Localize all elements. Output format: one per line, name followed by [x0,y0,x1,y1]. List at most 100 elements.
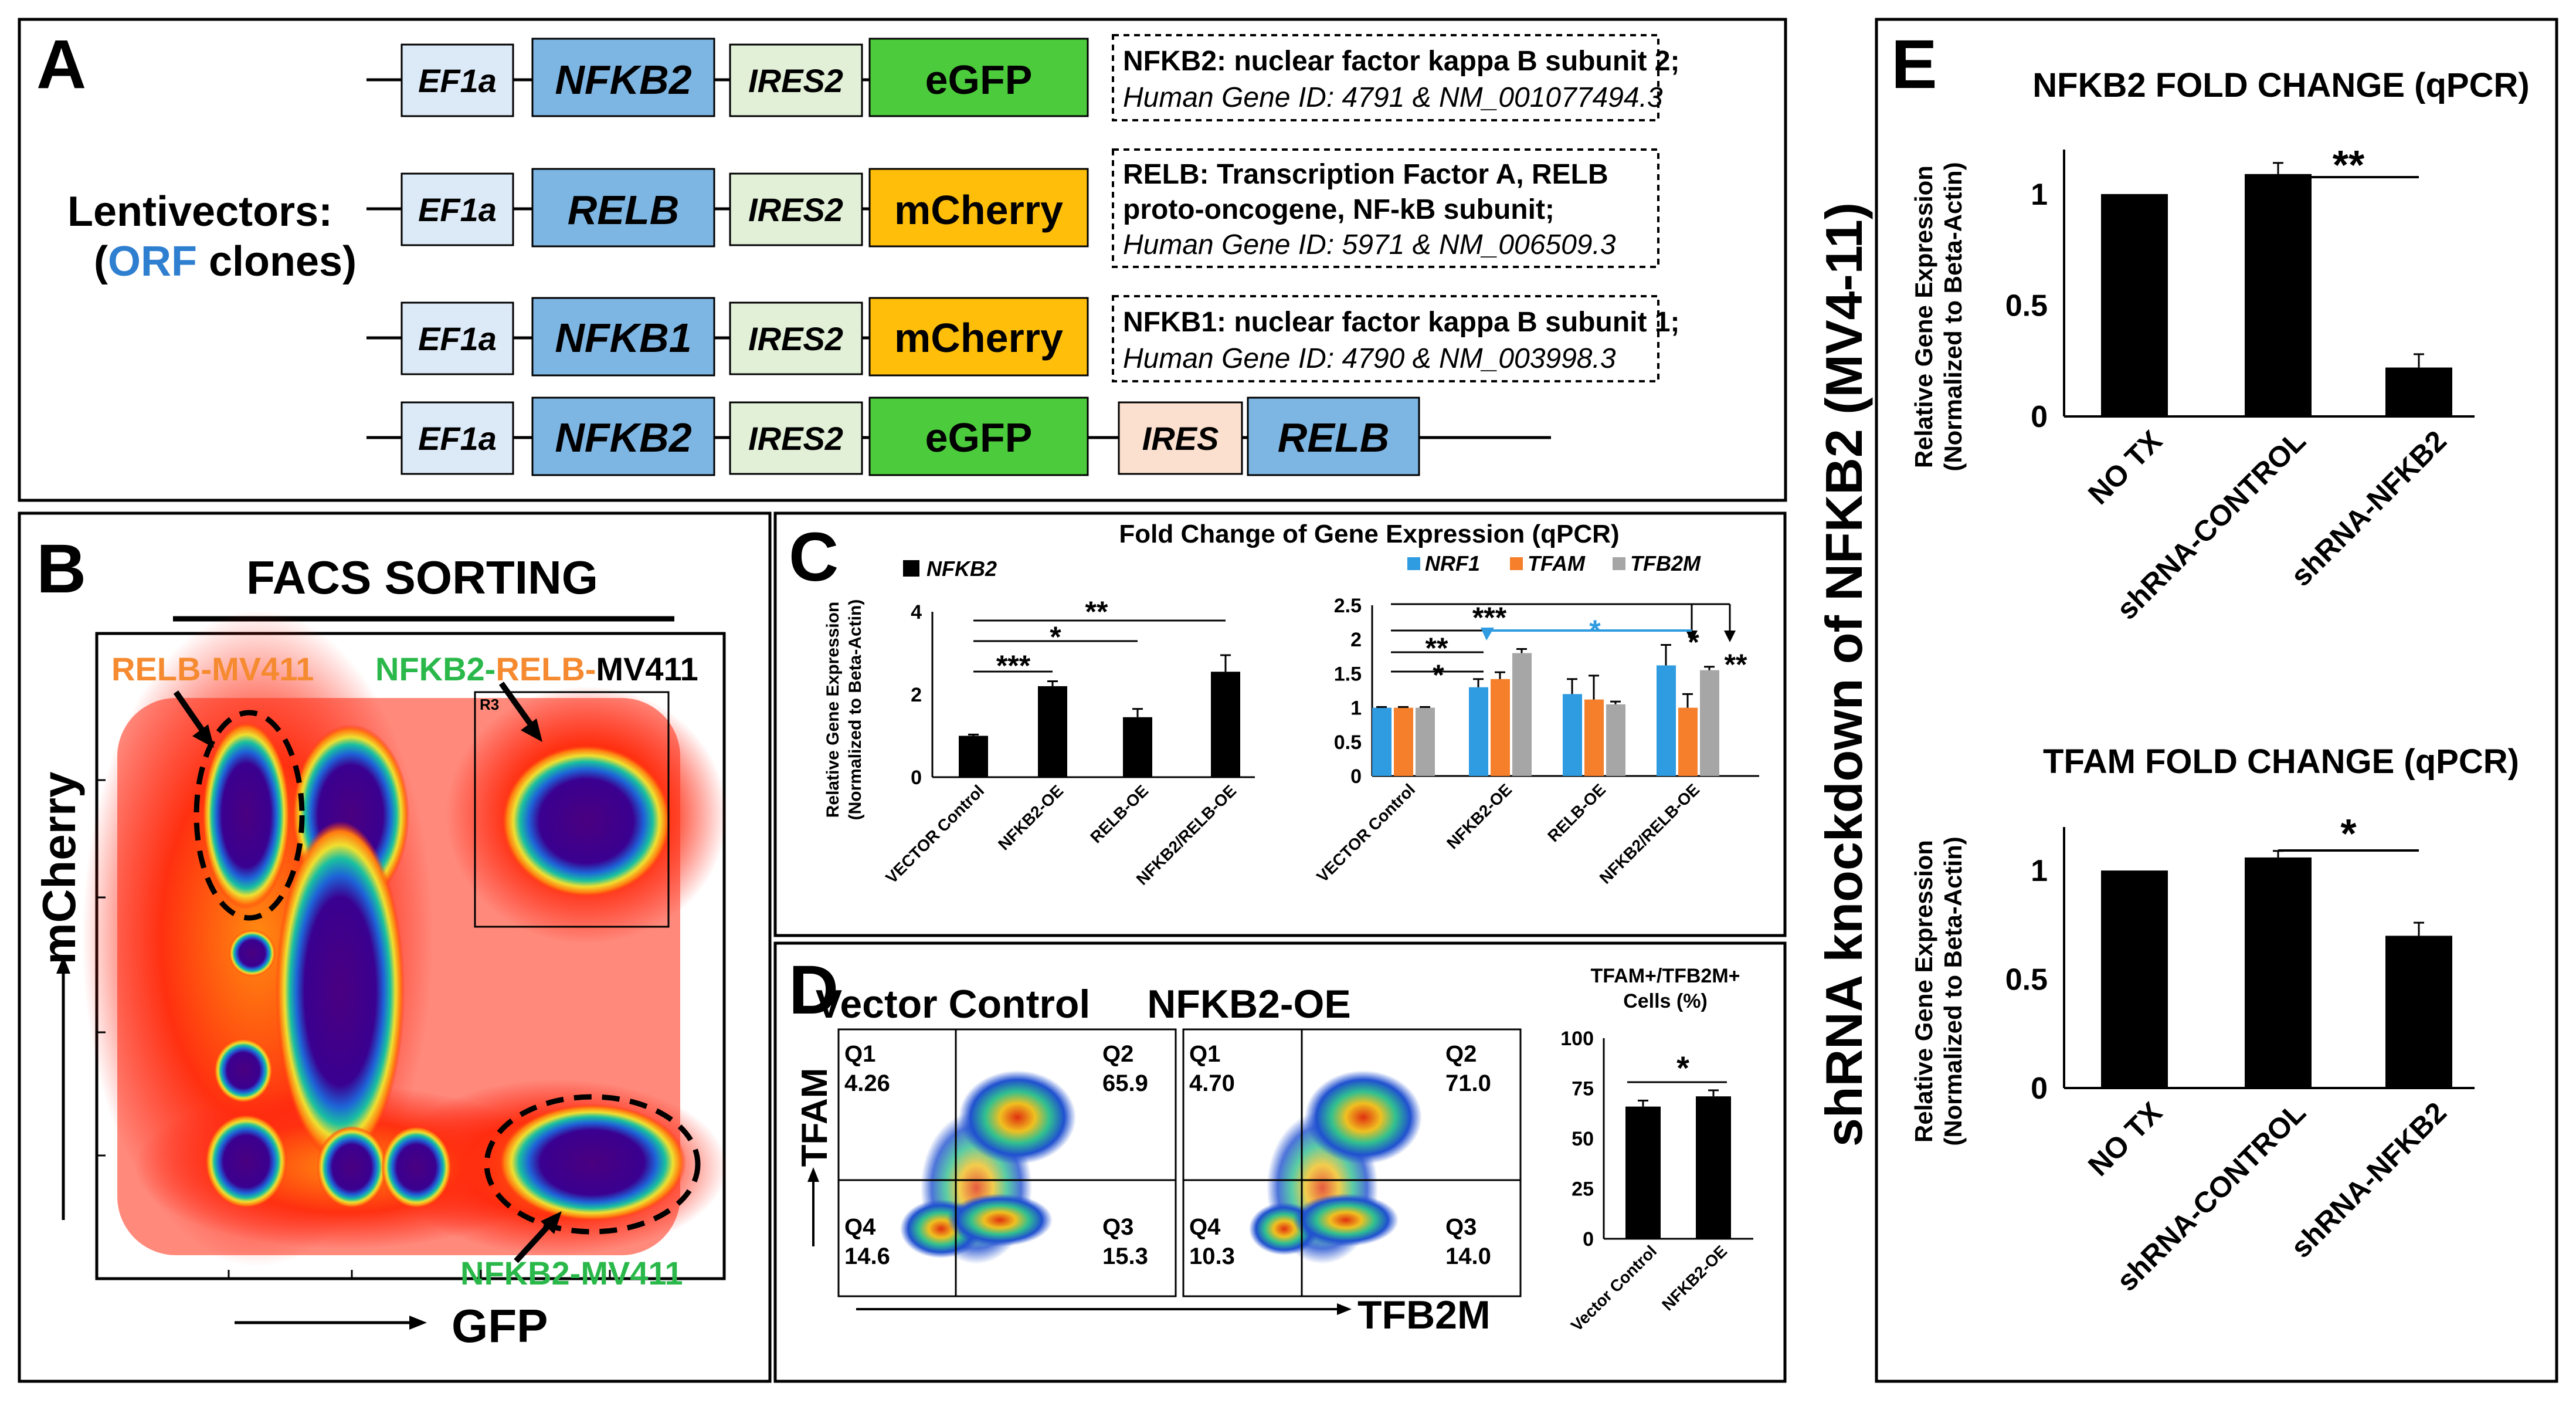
svg-text:Human Gene ID: 4791 & NM_00107: Human Gene ID: 4791 & NM_001077494.3 [1123,82,1663,113]
y-tick-label: 0.5 [2005,289,2048,323]
y-tick-label: 0 [1583,1228,1594,1250]
bar-tfam [1394,707,1413,776]
ef1a-label: EF1a [418,420,497,457]
facs-title: FACS SORTING [246,551,598,604]
legend-tfam: TFAM [1528,551,1586,575]
panel-d-letter: D [789,951,839,1029]
y-tick-label: 2.5 [1334,595,1362,617]
nfkb1-gene-label: NFKB1 [555,315,691,361]
svg-text:0: 0 [911,767,922,789]
ires2-label: IRES2 [748,320,843,357]
info-box-nfkb1: NFKB1: nuclear factor kappa B subunit 1;… [1112,295,1679,382]
sig-stars: * [1676,1049,1689,1086]
sig-stars: ** [1426,632,1448,665]
panel-d: D Vector Control NFKB2-OE TFAM TFB2M Q1 … [773,941,1787,1383]
svg-text:TFAM+/TFB2M+: TFAM+/TFB2M+ [1590,965,1740,987]
panel-a-letter: A [36,26,86,103]
svg-text:Q2: Q2 [1102,1041,1133,1067]
bar-tfb2m [1416,707,1435,776]
facs-plot: R3 RELB-MV411 NFKB2-RELB-MV411 NFKB2-MV4… [82,610,727,1292]
construct-relb-mcherry: EF1a RELB IRES2 mCherry [366,168,1089,248]
c-ylabel-1: Relative Gene Expression [823,602,843,818]
panel-c-letter: C [789,518,839,596]
svg-text:Q4: Q4 [1189,1214,1221,1240]
panel-e: E NFKB2 FOLD CHANGE (qPCR) TFAM FOLD CHA… [1875,18,2558,1383]
e-bottom-title: TFAM FOLD CHANGE (qPCR) [2043,743,2519,781]
info-box-relb: RELB: Transcription Factor A, RELB proto… [1112,148,1659,268]
y-tick-label: 2 [1350,629,1362,651]
bar-tfam [2385,936,2452,1088]
panel-c: C Fold Change of Gene Expression (qPCR) … [773,511,1787,937]
sig-stars: *** [1472,601,1507,634]
svg-text:(Normalized to Beta-Actin): (Normalized to Beta-Actin) [1939,836,1967,1146]
svg-text:15.3: 15.3 [1102,1243,1148,1269]
ef1a-label: EF1a [418,62,497,99]
sig-stars: *** [996,649,1031,682]
sig-stars: ** [1725,648,1747,681]
bar-tfb2m [1700,670,1719,776]
y-tick-label: 0 [2031,400,2048,434]
side-title: shRNA knockdown of NFKB2 (MV4-11) [1815,202,1873,1147]
legend-nrf1: NRF1 [1425,551,1480,575]
svg-text:10.3: 10.3 [1189,1243,1235,1269]
egfp-label: eGFP [925,57,1033,103]
bar-nrf1 [1372,707,1391,776]
relb-gene-label: RELB [1278,415,1390,460]
e-top-title: NFKB2 FOLD CHANGE (qPCR) [2032,66,2529,104]
gate-r3-label: R3 [480,696,499,713]
nfkb2-population [498,1104,686,1221]
nfkb2-gene-label: NFKB2 [555,57,691,103]
y-tick-label: 1.5 [1334,663,1362,685]
sig-stars: * [2340,811,2357,856]
bar-tfam-tfb2m [1625,1106,1661,1239]
svg-text:Q3: Q3 [1445,1214,1477,1240]
svg-text:Q3: Q3 [1102,1214,1133,1240]
construct-nfkb2-egfp-relb: EF1a NFKB2 IRES2 eGFP IRES RELB [366,396,1551,476]
sig-stars: ** [2333,142,2365,188]
vc-title: Vector Control [816,982,1091,1026]
bar-tfam [2101,870,2168,1088]
y-tick-label: 75 [1572,1078,1594,1100]
bar-nfkb2 [1211,672,1240,777]
svg-text:65.9: 65.9 [1102,1070,1148,1096]
svg-text:4.26: 4.26 [844,1070,890,1096]
relb-mv411-label: RELB-MV411 [111,650,314,687]
svg-text:4.70: 4.70 [1189,1070,1235,1096]
bar-tfam [1678,707,1698,776]
y-tick-label: 100 [1560,1028,1594,1050]
sig-stars: * [1433,659,1444,692]
nfkb2-gene-label: NFKB2 [555,415,691,460]
tfam-axis-label: TFAM [795,1068,835,1167]
svg-text:NFKB1: nuclear factor kappa B: NFKB1: nuclear factor kappa B subunit 1; [1123,307,1679,338]
flow-plot-vector-control: Q1 4.26 Q2 65.9 Q4 14.6 Q3 15.3 [837,1028,1177,1297]
bar-nfkb2 [2245,174,2312,416]
svg-text:14.0: 14.0 [1445,1243,1491,1269]
svg-text:Q1: Q1 [1189,1041,1220,1067]
info-box-nfkb2: NFKB2: nuclear factor kappa B subunit 2;… [1112,34,1679,121]
nfkb2-relb-mv411-label: NFKB2-RELB-MV411 [375,650,698,687]
svg-text:2: 2 [911,684,922,706]
y-tick-label: 0.5 [2005,963,2048,997]
bar-tfam-tfb2m [1696,1096,1731,1239]
bar-tfam [1584,699,1604,776]
mcherry-label: mCherry [894,315,1063,361]
ires2-label: IRES2 [748,420,843,457]
bar-tfam [2245,857,2312,1088]
ires-label: IRES [1142,420,1219,457]
tfb2m-axis-label: TFB2M [1357,1293,1491,1337]
c-ylabel-2: (Normalized to Beta-Actin) [846,599,865,821]
svg-text:Cells (%): Cells (%) [1623,990,1708,1012]
bar-nfkb2 [1038,686,1067,777]
bar-nrf1 [1469,687,1488,776]
sig-stars: ** [1085,595,1108,628]
svg-text:NFKB2: nuclear factor kappa B: NFKB2: nuclear factor kappa B subunit 2; [1123,46,1679,77]
nfkb2-mv411-label: NFKB2-MV411 [460,1255,683,1292]
construct-nfkb1-mcherry: EF1a NFKB1 IRES2 mCherry [366,297,1089,377]
y-tick-label: 1 [2031,854,2048,888]
relb-population [202,721,290,909]
panel-e-letter: E [1891,26,1937,103]
svg-text:proto-oncogene, NF-kB subunit;: proto-oncogene, NF-kB subunit; [1123,194,1555,225]
legend-nfkb2: NFKB2 [926,557,997,581]
panel-b-letter: B [36,530,86,608]
